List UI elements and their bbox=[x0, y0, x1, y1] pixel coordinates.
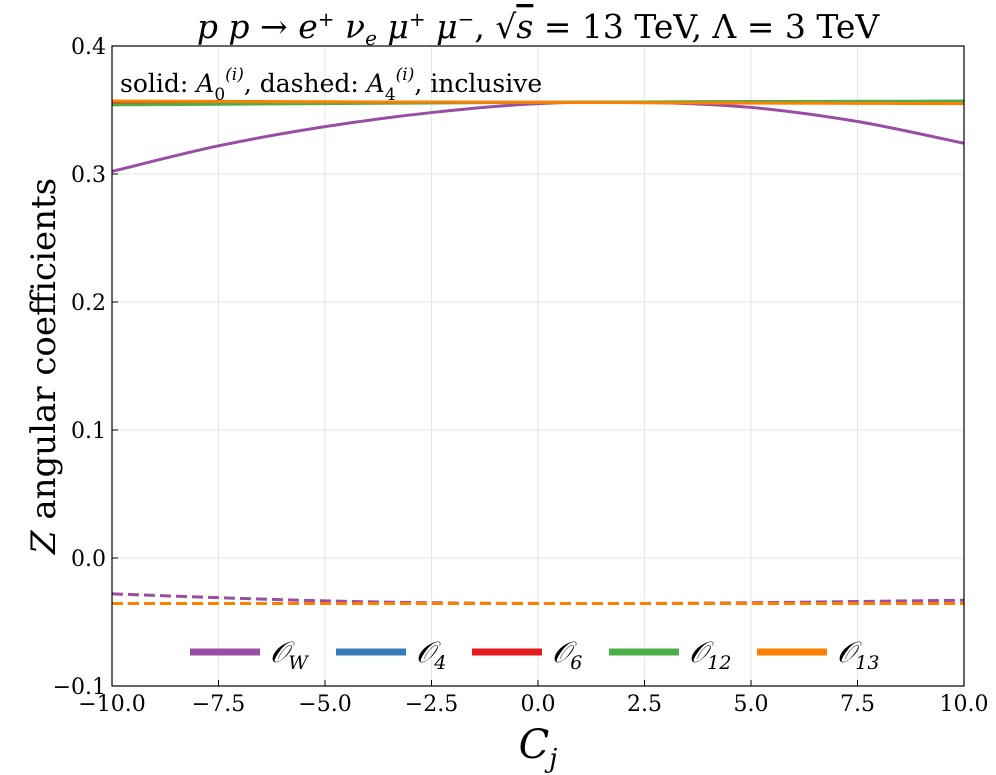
x-tick-label: −2.5 bbox=[405, 692, 458, 717]
x-tick-label: −5.0 bbox=[298, 692, 351, 717]
x-tick-label: −10.0 bbox=[78, 692, 145, 717]
chart-title: p p → e+ νe μ+ μ−, √s = 13 TeV, Λ = 3 Te… bbox=[197, 7, 881, 50]
x-tick-label: 10.0 bbox=[940, 692, 989, 717]
x-tick-label: 2.5 bbox=[627, 692, 662, 717]
x-tick-label: −7.5 bbox=[192, 692, 245, 717]
x-tick-label: 7.5 bbox=[840, 692, 875, 717]
x-tick-label: 0.0 bbox=[521, 692, 556, 717]
series-layer bbox=[112, 99, 964, 606]
y-tick-label: 0.2 bbox=[71, 291, 106, 316]
series-line-a0-13 bbox=[112, 99, 964, 106]
ticks: −10.0 −7.5 −5.0 −2.5 0.0 2.5 5.0 7.5 10.0 −0.1 0.0… bbox=[53, 35, 989, 717]
y-tick-label: 0.3 bbox=[71, 163, 106, 188]
x-tick-label: 5.0 bbox=[734, 692, 769, 717]
y-tick-label: 0.1 bbox=[71, 419, 106, 444]
chart-annotation: solid: A0(i), dashed: A4(i), inclusive bbox=[120, 65, 542, 105]
y-axis-label: Z angular coefficients bbox=[24, 178, 64, 555]
y-tick-label: 0.4 bbox=[71, 35, 106, 60]
y-tick-label: −0.1 bbox=[53, 675, 106, 700]
x-axis-label: Cj bbox=[519, 722, 558, 774]
y-tick-label: 0.0 bbox=[71, 547, 106, 572]
